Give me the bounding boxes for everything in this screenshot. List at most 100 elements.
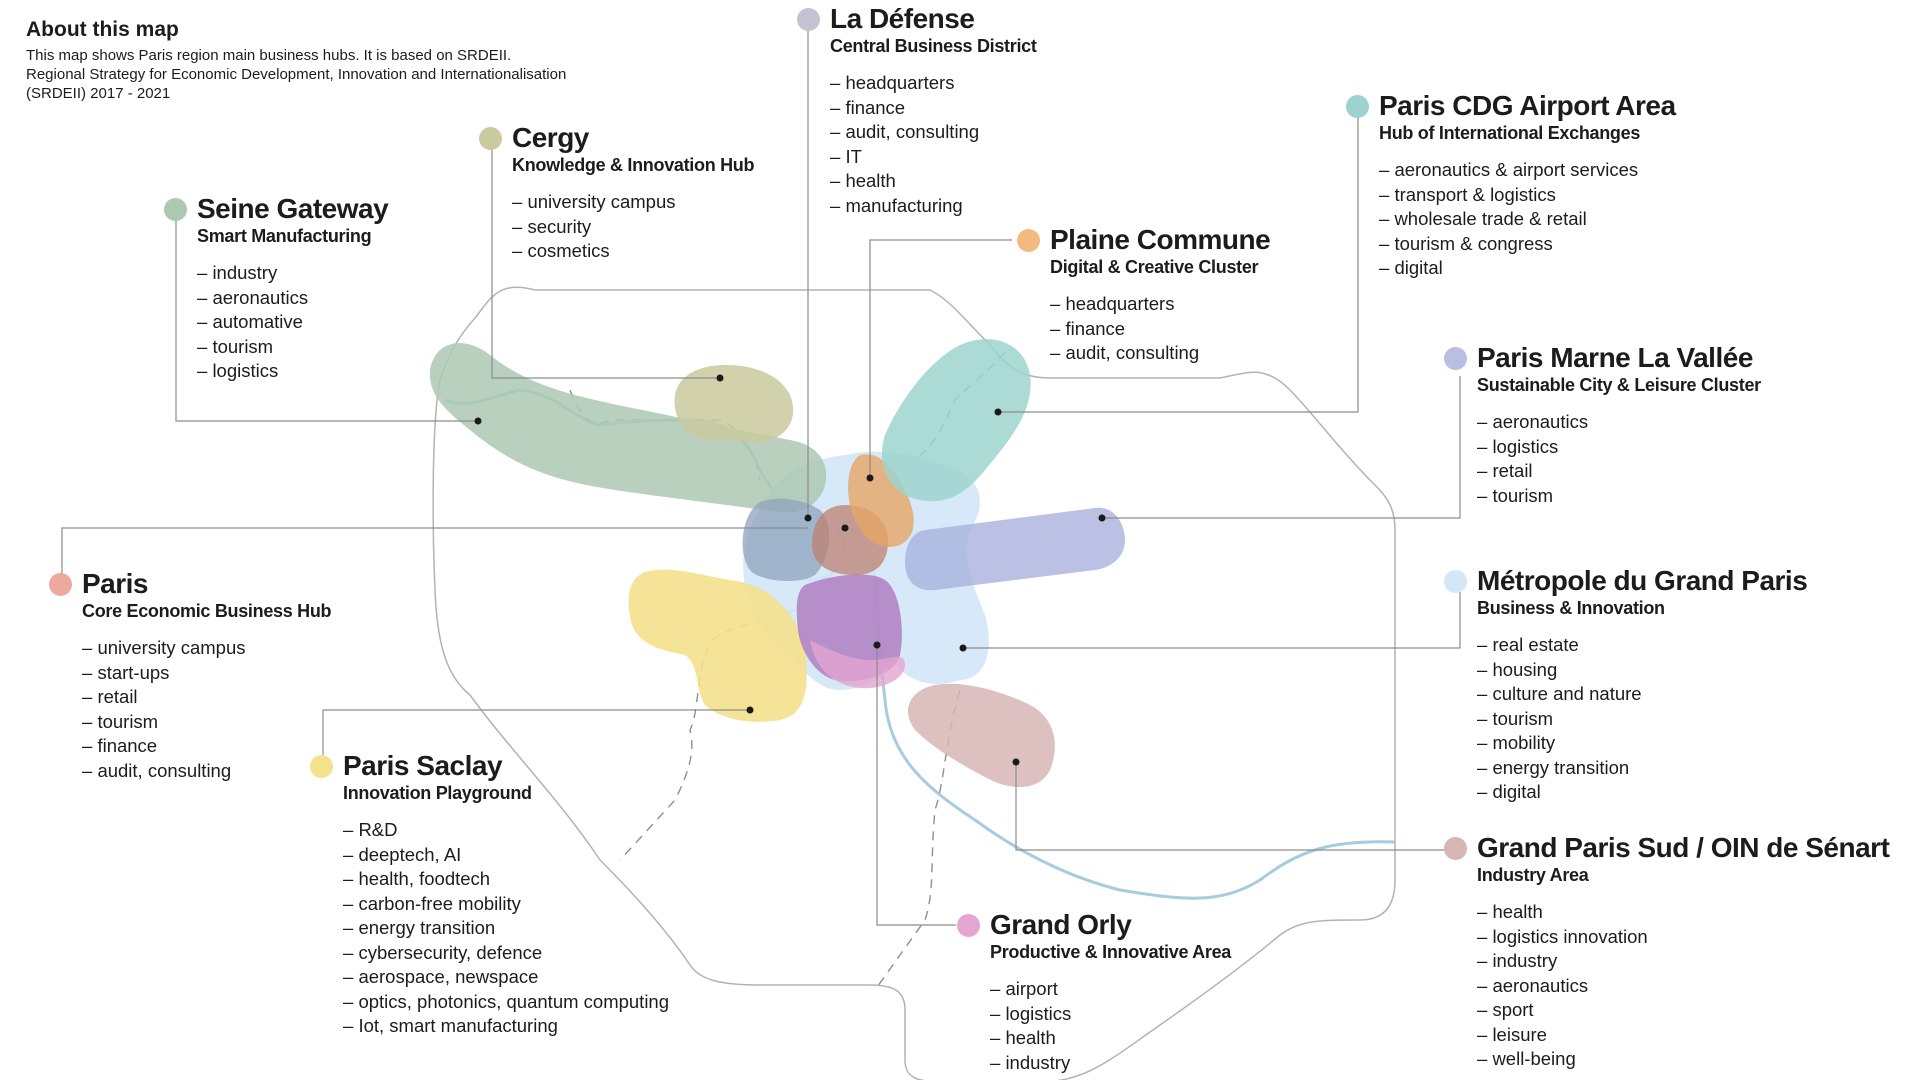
sector-item: R&D	[343, 818, 669, 843]
area-grand-orly-south	[810, 640, 905, 689]
hub-name: Seine Gateway	[197, 193, 389, 224]
hub-sectors: healthlogistics innovationindustryaerona…	[1477, 900, 1889, 1072]
sector-item: mobility	[1477, 731, 1807, 756]
hub-name: Cergy	[512, 122, 589, 153]
sector-item: industry	[197, 261, 388, 286]
hub-sectors: university campusstart-upsretailtourismf…	[82, 636, 331, 783]
hub-color-dot	[1444, 837, 1467, 860]
hub-sectors: aeronauticslogisticsretailtourism	[1477, 410, 1761, 508]
hub-subtitle: Digital & Creative Cluster	[1050, 257, 1259, 277]
sector-item: automative	[197, 310, 388, 335]
area-marne-la-vallee	[905, 507, 1125, 591]
hub-paris-cdg: Paris CDG Airport Area Hub of Internatio…	[1346, 90, 1676, 281]
hub-paris: Paris Core Economic Business Hub univers…	[49, 568, 332, 783]
hub-subtitle: Sustainable City & Leisure Cluster	[1477, 375, 1761, 395]
hub-sectors: airportlogisticshealthindustry	[990, 977, 1231, 1075]
hub-color-dot	[1346, 95, 1369, 118]
sector-item: retail	[82, 685, 331, 710]
about-line: Regional Strategy for Economic Developme…	[26, 66, 567, 83]
sector-item: aerospace, newspace	[343, 965, 669, 990]
sector-item: health	[1477, 900, 1889, 925]
sector-item: culture and nature	[1477, 682, 1807, 707]
hub-sectors: R&Ddeeptech, AIhealth, foodtechcarbon-fr…	[343, 818, 669, 1039]
sector-item: headquarters	[1050, 292, 1270, 317]
hub-plaine-commune: Plaine Commune Digital & Creative Cluste…	[1017, 224, 1271, 366]
sector-item: finance	[82, 734, 331, 759]
sector-item: wholesale trade & retail	[1379, 207, 1676, 232]
hub-sectors: university campussecuritycosmetics	[512, 190, 754, 264]
hub-color-dot	[479, 127, 502, 150]
hub-locator-dots	[474, 374, 1106, 766]
hub-name: La Défense	[830, 3, 975, 34]
hub-grand-paris-sud: Grand Paris Sud / OIN de Sénart Industry…	[1444, 832, 1890, 1072]
sector-item: start-ups	[82, 661, 331, 686]
sector-item: airport	[990, 977, 1231, 1002]
sector-item: tourism	[1477, 707, 1807, 732]
sector-item: health, foodtech	[343, 867, 669, 892]
sector-item: tourism & congress	[1379, 232, 1676, 257]
hub-subtitle: Knowledge & Innovation Hub	[512, 155, 755, 175]
hub-color-dot	[957, 914, 980, 937]
sector-item: health	[830, 169, 1037, 194]
sector-item: well-being	[1477, 1047, 1889, 1072]
sector-item: retail	[1477, 459, 1761, 484]
sector-item: optics, photonics, quantum computing	[343, 990, 669, 1015]
sector-item: headquarters	[830, 71, 1037, 96]
area-seine-gateway	[429, 343, 827, 513]
hub-subtitle: Core Economic Business Hub	[82, 601, 332, 621]
about-line: This map shows Paris region main busines…	[26, 47, 512, 64]
area-grand-paris-sud	[907, 683, 1055, 787]
sector-item: audit, consulting	[830, 120, 1037, 145]
sector-item: aeronautics	[1477, 410, 1761, 435]
sector-item: finance	[830, 96, 1037, 121]
sector-item: logistics	[1477, 435, 1761, 460]
hub-color-dot	[310, 755, 333, 778]
hub-name: Paris Saclay	[343, 750, 503, 781]
hub-sectors: aeronautics & airport servicestransport …	[1379, 158, 1676, 281]
hub-color-dot	[164, 198, 187, 221]
region-boundary	[432, 286, 1396, 1080]
sector-item: tourism	[82, 710, 331, 735]
hub-color-dot	[1444, 570, 1467, 593]
hub-color-dot	[1017, 229, 1040, 252]
sector-item: aeronautics & airport services	[1379, 158, 1676, 183]
hub-name: Paris CDG Airport Area	[1379, 90, 1676, 121]
sector-item: deeptech, AI	[343, 843, 669, 868]
about-title: About this map	[26, 18, 179, 41]
sector-item: aeronautics	[197, 286, 388, 311]
sector-item: cosmetics	[512, 239, 754, 264]
sector-item: industry	[990, 1051, 1231, 1076]
hub-name: Grand Paris Sud / OIN de Sénart	[1477, 832, 1890, 863]
hub-subtitle: Central Business District	[830, 36, 1037, 56]
sector-item: cybersecurity, defence	[343, 941, 669, 966]
hub-name: Paris	[82, 568, 149, 599]
hub-sectors: headquartersfinanceaudit, consultingIThe…	[830, 71, 1037, 218]
sector-item: audit, consulting	[82, 759, 331, 784]
sector-item: industry	[1477, 949, 1889, 974]
sector-item: logistics innovation	[1477, 925, 1889, 950]
hub-name: Paris Marne La Vallée	[1477, 342, 1753, 373]
sector-item: tourism	[197, 335, 388, 360]
about-line: (SRDEII) 2017 - 2021	[26, 85, 171, 102]
hub-grand-orly: Grand Orly Productive & Innovative Area …	[957, 909, 1231, 1075]
sector-item: aeronautics	[1477, 974, 1889, 999]
hub-sectors: headquartersfinanceaudit, consulting	[1050, 292, 1270, 366]
sector-item: finance	[1050, 317, 1270, 342]
sector-item: Iot, smart manufacturing	[343, 1014, 669, 1039]
hub-marne-la-vallee: Paris Marne La Vallée Sustainable City &…	[1444, 342, 1761, 508]
area-paris-saclay	[628, 569, 807, 722]
hub-sectors: real estatehousingculture and naturetour…	[1477, 633, 1807, 805]
hub-subtitle: Hub of International Exchanges	[1379, 123, 1641, 143]
sector-item: digital	[1477, 780, 1807, 805]
hub-color-dot	[797, 8, 820, 31]
hub-subtitle: Business & Innovation	[1477, 598, 1665, 618]
hub-subtitle: Smart Manufacturing	[197, 226, 372, 246]
sector-item: leisure	[1477, 1023, 1889, 1048]
hub-color-dot	[49, 573, 72, 596]
about-description: This map shows Paris region main busines…	[26, 46, 666, 103]
sector-item: real estate	[1477, 633, 1807, 658]
sector-item: digital	[1379, 256, 1676, 281]
sector-item: manufacturing	[830, 194, 1037, 219]
hub-cergy: Cergy Knowledge & Innovation Hub univers…	[479, 122, 755, 264]
area-cergy	[674, 365, 794, 442]
